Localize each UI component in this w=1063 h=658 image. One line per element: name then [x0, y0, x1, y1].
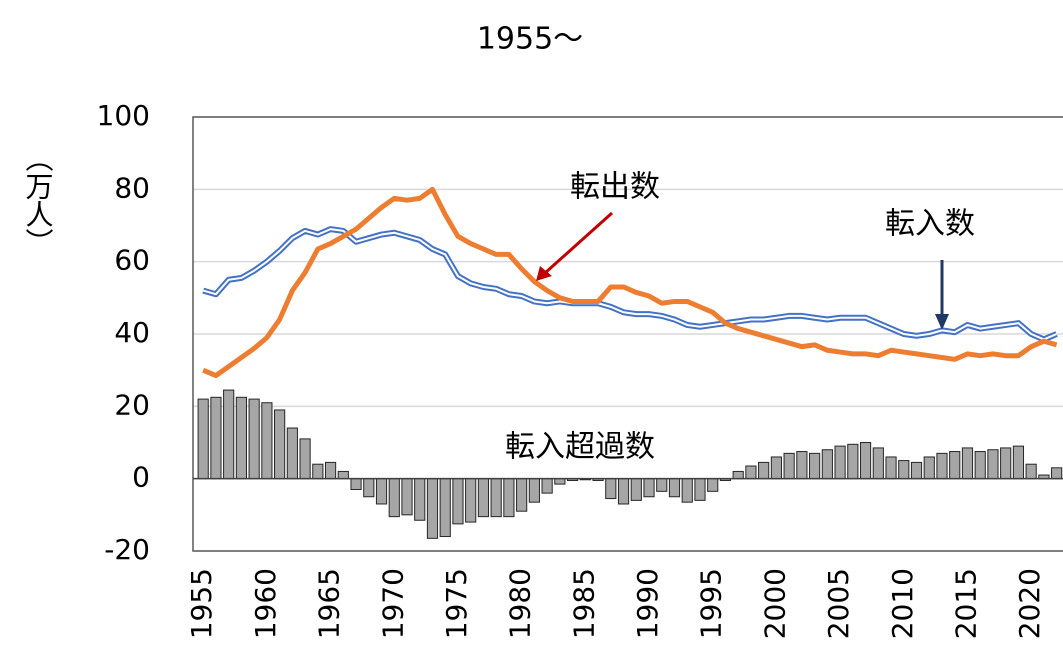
y-tick-label: 20: [114, 388, 150, 421]
y-tick-label: 100: [97, 99, 150, 132]
y-tick-label: 40: [114, 316, 150, 349]
bar: [439, 478, 451, 538]
bar: [1000, 447, 1012, 480]
bar: [541, 478, 553, 494]
x-tick-label: 2005: [822, 568, 855, 639]
arrow: [543, 211, 614, 275]
x-tick-label: 1955: [185, 568, 218, 639]
bar: [324, 461, 337, 480]
bar: [898, 460, 910, 480]
bar: [261, 402, 273, 480]
bar: [210, 396, 222, 480]
chart-title: 1955～: [477, 22, 583, 57]
bar: [732, 470, 744, 480]
bar: [1025, 463, 1037, 480]
bar: [223, 389, 235, 480]
bar: [248, 398, 260, 480]
bar: [452, 478, 464, 525]
bar: [885, 456, 897, 480]
bar: [694, 478, 706, 501]
bar: [974, 451, 986, 480]
bar: [656, 478, 668, 492]
y-tick-label: 0: [132, 461, 150, 494]
bar: [1051, 467, 1063, 480]
bar: [388, 478, 400, 518]
bar: [770, 456, 782, 480]
bar: [477, 478, 490, 518]
bar: [426, 478, 439, 539]
bar: [949, 451, 961, 480]
bar: [745, 465, 757, 480]
bar: [490, 478, 502, 518]
annotation-net: 転入超過数: [505, 430, 655, 465]
bar: [809, 452, 821, 480]
bar: [643, 478, 655, 498]
bar: [796, 451, 808, 480]
y-axis-label: （万人）: [22, 144, 55, 256]
annotation-outflow: 転出数: [570, 170, 660, 205]
bar: [617, 478, 630, 505]
bar: [375, 478, 388, 505]
grid: -20 0 20 40 60 80 100 1955 1960 1965 1970 1975 1980 1…: [97, 99, 1063, 639]
line: [202, 186, 1058, 379]
plot-data: [193, 186, 1063, 539]
bar: [554, 478, 566, 485]
x-tick-label: 2015: [949, 568, 982, 639]
bar: [936, 452, 948, 480]
plot-border: [192, 116, 1063, 552]
bar: [605, 478, 617, 500]
x-tick-label: 2010: [886, 568, 919, 639]
bar: [197, 398, 209, 480]
bar: [528, 478, 540, 503]
bar: [923, 456, 935, 480]
x-tick-label: 1975: [440, 568, 473, 639]
bar: [668, 478, 681, 498]
bar: [847, 443, 859, 480]
y-tick-label: 80: [114, 171, 150, 204]
bar: [872, 447, 884, 480]
y-tick-label: 60: [114, 244, 150, 277]
bar: [859, 442, 872, 480]
bar: [987, 449, 999, 480]
bar: [337, 470, 349, 480]
bar: [1012, 445, 1025, 480]
bar: [274, 409, 286, 480]
bar: [465, 478, 477, 523]
bar: [783, 452, 795, 480]
bar: [401, 478, 413, 516]
arrow-head: [536, 266, 552, 281]
bar: [681, 478, 693, 503]
x-tick-label: 1965: [313, 568, 346, 639]
bar: [414, 478, 426, 521]
bar: [503, 478, 515, 518]
bar: [910, 461, 923, 480]
bar: [350, 478, 362, 491]
bar: [821, 449, 833, 480]
x-tick-label: 1990: [631, 568, 664, 639]
bar: [516, 478, 528, 512]
bar: [235, 396, 247, 480]
bar: [299, 438, 311, 480]
arrow-head: [935, 314, 949, 330]
bar: [707, 478, 719, 492]
x-tick-label: 1960: [249, 568, 282, 639]
bar: [312, 463, 324, 480]
annotations: 転出数 転入数 転入超過数: [505, 170, 975, 465]
x-tick-label: 1980: [504, 568, 537, 639]
x-tick-label: 2020: [1013, 568, 1046, 639]
bar: [630, 478, 642, 501]
bar: [961, 447, 974, 480]
bar: [363, 478, 375, 498]
x-tick-label: 1995: [695, 568, 728, 639]
x-tick-label: 1970: [376, 568, 409, 639]
bar: [758, 461, 770, 480]
bar: [834, 445, 846, 480]
x-tick-label: 2000: [758, 568, 791, 639]
bar: [286, 427, 298, 480]
y-tick-label: -20: [104, 533, 150, 566]
annotation-inflow: 転入数: [885, 207, 975, 242]
x-tick-label: 1985: [567, 568, 600, 639]
